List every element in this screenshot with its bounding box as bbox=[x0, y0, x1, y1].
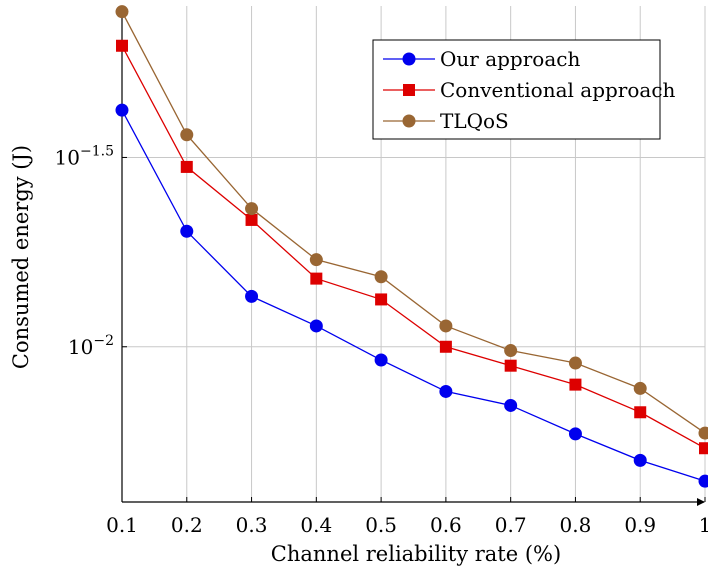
data-point-square bbox=[116, 39, 128, 52]
legend-label: TLQoS bbox=[440, 109, 509, 133]
legend-entry: Conventional approach bbox=[383, 78, 676, 102]
x-tick-label: 0.3 bbox=[236, 513, 268, 537]
data-point-circle bbox=[633, 381, 647, 395]
data-point-circle bbox=[309, 253, 323, 267]
data-point-square bbox=[403, 84, 415, 96]
data-point-circle bbox=[309, 319, 323, 333]
x-tick-label: 0.8 bbox=[560, 513, 592, 537]
y-tick-label: 10−1.5 bbox=[55, 143, 114, 169]
legend-label: Conventional approach bbox=[440, 78, 676, 102]
data-point-square bbox=[375, 293, 388, 306]
data-point-square bbox=[310, 272, 323, 285]
data-point-circle bbox=[439, 319, 453, 333]
data-point-circle bbox=[180, 224, 194, 238]
data-point-circle bbox=[245, 202, 259, 216]
legend-entry: Our approach bbox=[383, 47, 580, 71]
series-line bbox=[121, 45, 706, 449]
data-point-square bbox=[634, 406, 647, 419]
data-point-circle bbox=[245, 289, 259, 303]
data-point-square bbox=[439, 340, 452, 353]
data-point-circle bbox=[504, 344, 518, 358]
series-1 bbox=[116, 39, 708, 455]
x-tick-label: 0.6 bbox=[430, 513, 462, 537]
x-tick-label: 0.9 bbox=[624, 513, 656, 537]
y-tick-label: 10−2 bbox=[68, 333, 114, 359]
series-line bbox=[121, 11, 706, 434]
series-2 bbox=[115, 5, 708, 440]
x-tick-label: 1 bbox=[699, 513, 708, 537]
data-point-circle bbox=[568, 427, 582, 441]
data-point-circle bbox=[374, 353, 388, 367]
data-point-circle bbox=[180, 128, 194, 142]
data-point-circle bbox=[374, 270, 388, 284]
data-point-circle bbox=[439, 384, 453, 398]
data-point-circle bbox=[698, 474, 708, 488]
legend-entry: TLQoS bbox=[383, 109, 509, 133]
data-point-square bbox=[245, 213, 258, 226]
series-group bbox=[115, 5, 708, 488]
series-line bbox=[121, 109, 706, 482]
y-axis-label: Consumed energy (J) bbox=[9, 145, 33, 369]
data-point-circle bbox=[504, 398, 518, 412]
tick-labels: 0.1 0.2 0.3 0.4 0.5 0.6 0.7 0.8 0.9 1 10−1.5 10−2 bbox=[55, 143, 708, 537]
data-point-circle bbox=[568, 356, 582, 370]
data-point-square bbox=[504, 359, 517, 372]
data-point-circle bbox=[115, 5, 129, 19]
data-point-square bbox=[699, 442, 708, 455]
data-point-circle bbox=[402, 52, 416, 66]
legend: Our approach Conventional approach TLQoS bbox=[372, 39, 676, 140]
x-axis-label: Channel reliability rate (%) bbox=[271, 542, 561, 566]
x-tick-label: 0.1 bbox=[106, 513, 138, 537]
data-point-square bbox=[569, 378, 582, 391]
x-tick-label: 0.5 bbox=[365, 513, 397, 537]
axes bbox=[121, 6, 706, 506]
data-point-circle bbox=[698, 426, 708, 440]
x-tick-label: 0.7 bbox=[495, 513, 527, 537]
series-0 bbox=[115, 103, 708, 488]
data-point-circle bbox=[633, 453, 647, 467]
legend-label: Our approach bbox=[440, 47, 580, 71]
x-tick-label: 0.2 bbox=[171, 513, 203, 537]
x-tick-label: 0.4 bbox=[300, 513, 332, 537]
data-point-square bbox=[180, 160, 193, 173]
x-axis-arrow bbox=[697, 498, 705, 506]
data-point-circle bbox=[402, 114, 416, 128]
data-point-circle bbox=[115, 103, 129, 117]
